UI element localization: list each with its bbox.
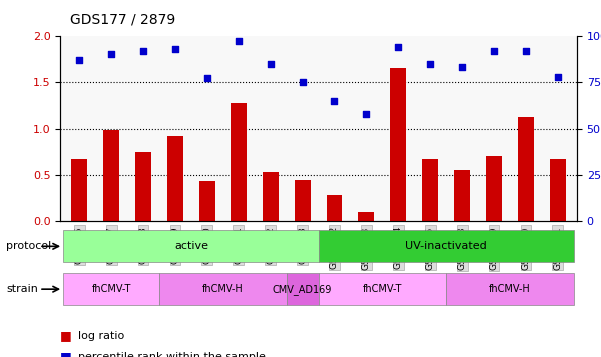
Text: fhCMV-T: fhCMV-T xyxy=(91,284,131,294)
Bar xyxy=(103,130,119,221)
Text: ■: ■ xyxy=(60,351,72,357)
FancyBboxPatch shape xyxy=(63,273,159,305)
FancyBboxPatch shape xyxy=(63,230,319,262)
Text: strain: strain xyxy=(6,284,38,294)
Bar xyxy=(486,156,502,221)
Text: fhCMV-H: fhCMV-H xyxy=(489,284,531,294)
Text: fhCMV-T: fhCMV-T xyxy=(362,284,402,294)
FancyBboxPatch shape xyxy=(319,230,574,262)
Point xyxy=(426,61,435,66)
Point xyxy=(202,76,212,81)
Text: ■: ■ xyxy=(60,329,72,342)
Point xyxy=(106,51,116,57)
Bar xyxy=(550,159,566,221)
Text: CMV_AD169: CMV_AD169 xyxy=(273,284,332,295)
Text: active: active xyxy=(174,241,208,251)
Bar xyxy=(167,136,183,221)
Bar xyxy=(454,170,470,221)
Point xyxy=(170,46,180,51)
FancyBboxPatch shape xyxy=(159,273,287,305)
Text: log ratio: log ratio xyxy=(78,331,124,341)
Text: percentile rank within the sample: percentile rank within the sample xyxy=(78,352,266,357)
Point xyxy=(553,74,563,79)
Bar xyxy=(135,152,151,221)
Point xyxy=(234,39,243,44)
Point xyxy=(394,44,403,50)
Bar xyxy=(199,181,215,221)
FancyBboxPatch shape xyxy=(287,273,319,305)
Bar xyxy=(263,172,279,221)
Point xyxy=(266,61,275,66)
Bar xyxy=(358,212,374,221)
Point xyxy=(489,48,499,54)
Point xyxy=(330,98,340,104)
Point xyxy=(297,79,307,85)
Point xyxy=(75,57,84,63)
Text: protocol: protocol xyxy=(6,241,51,251)
Point xyxy=(138,48,148,54)
Bar xyxy=(326,195,343,221)
FancyBboxPatch shape xyxy=(446,273,574,305)
Text: UV-inactivated: UV-inactivated xyxy=(405,241,487,251)
Text: GDS177 / 2879: GDS177 / 2879 xyxy=(70,12,175,27)
Point xyxy=(521,48,531,54)
Point xyxy=(457,64,467,70)
Text: fhCMV-H: fhCMV-H xyxy=(202,284,243,294)
Bar xyxy=(72,159,87,221)
Bar xyxy=(294,181,311,221)
FancyBboxPatch shape xyxy=(319,273,446,305)
Bar xyxy=(390,68,406,221)
Bar xyxy=(423,159,438,221)
Point xyxy=(362,111,371,116)
Bar xyxy=(231,104,247,221)
Bar xyxy=(518,117,534,221)
